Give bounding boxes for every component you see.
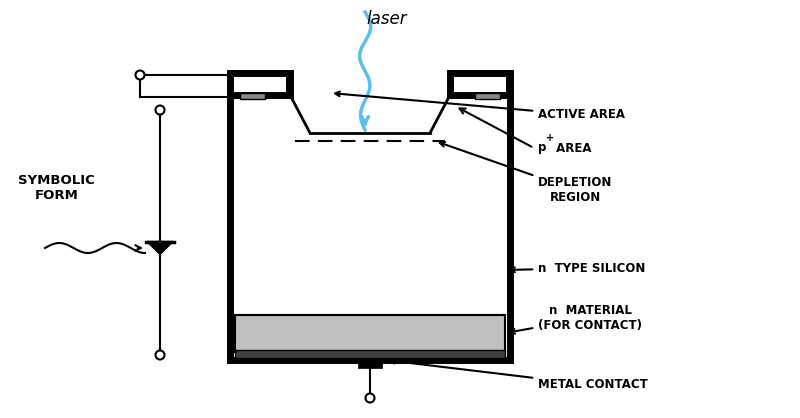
Text: AREA: AREA [552, 142, 591, 155]
Bar [475, 93, 500, 99]
Bar [358, 360, 382, 368]
Bar [230, 73, 290, 95]
Bar [290, 90, 450, 138]
Bar [234, 75, 286, 93]
Text: laser: laser [366, 10, 407, 28]
Text: METAL CONTACT: METAL CONTACT [390, 359, 648, 392]
Polygon shape [147, 242, 173, 255]
Bar [230, 95, 510, 360]
Text: SYMBOLIC
FORM: SYMBOLIC FORM [18, 174, 94, 202]
Text: ACTIVE AREA: ACTIVE AREA [335, 92, 625, 122]
Bar [235, 315, 505, 352]
Bar [454, 75, 506, 93]
Text: n  MATERIAL
(FOR CONTACT): n MATERIAL (FOR CONTACT) [510, 304, 642, 334]
Text: DEPLETION
REGION: DEPLETION REGION [440, 142, 612, 204]
Bar [450, 73, 510, 95]
Circle shape [155, 351, 165, 359]
Circle shape [155, 105, 165, 115]
Circle shape [366, 393, 374, 403]
Circle shape [135, 71, 145, 79]
Text: +: + [546, 133, 554, 143]
Bar [240, 93, 265, 99]
Text: p: p [538, 142, 546, 155]
Bar [230, 73, 290, 95]
Bar [235, 350, 505, 358]
Text: n  TYPE SILICON: n TYPE SILICON [510, 262, 646, 275]
Bar [450, 73, 510, 95]
